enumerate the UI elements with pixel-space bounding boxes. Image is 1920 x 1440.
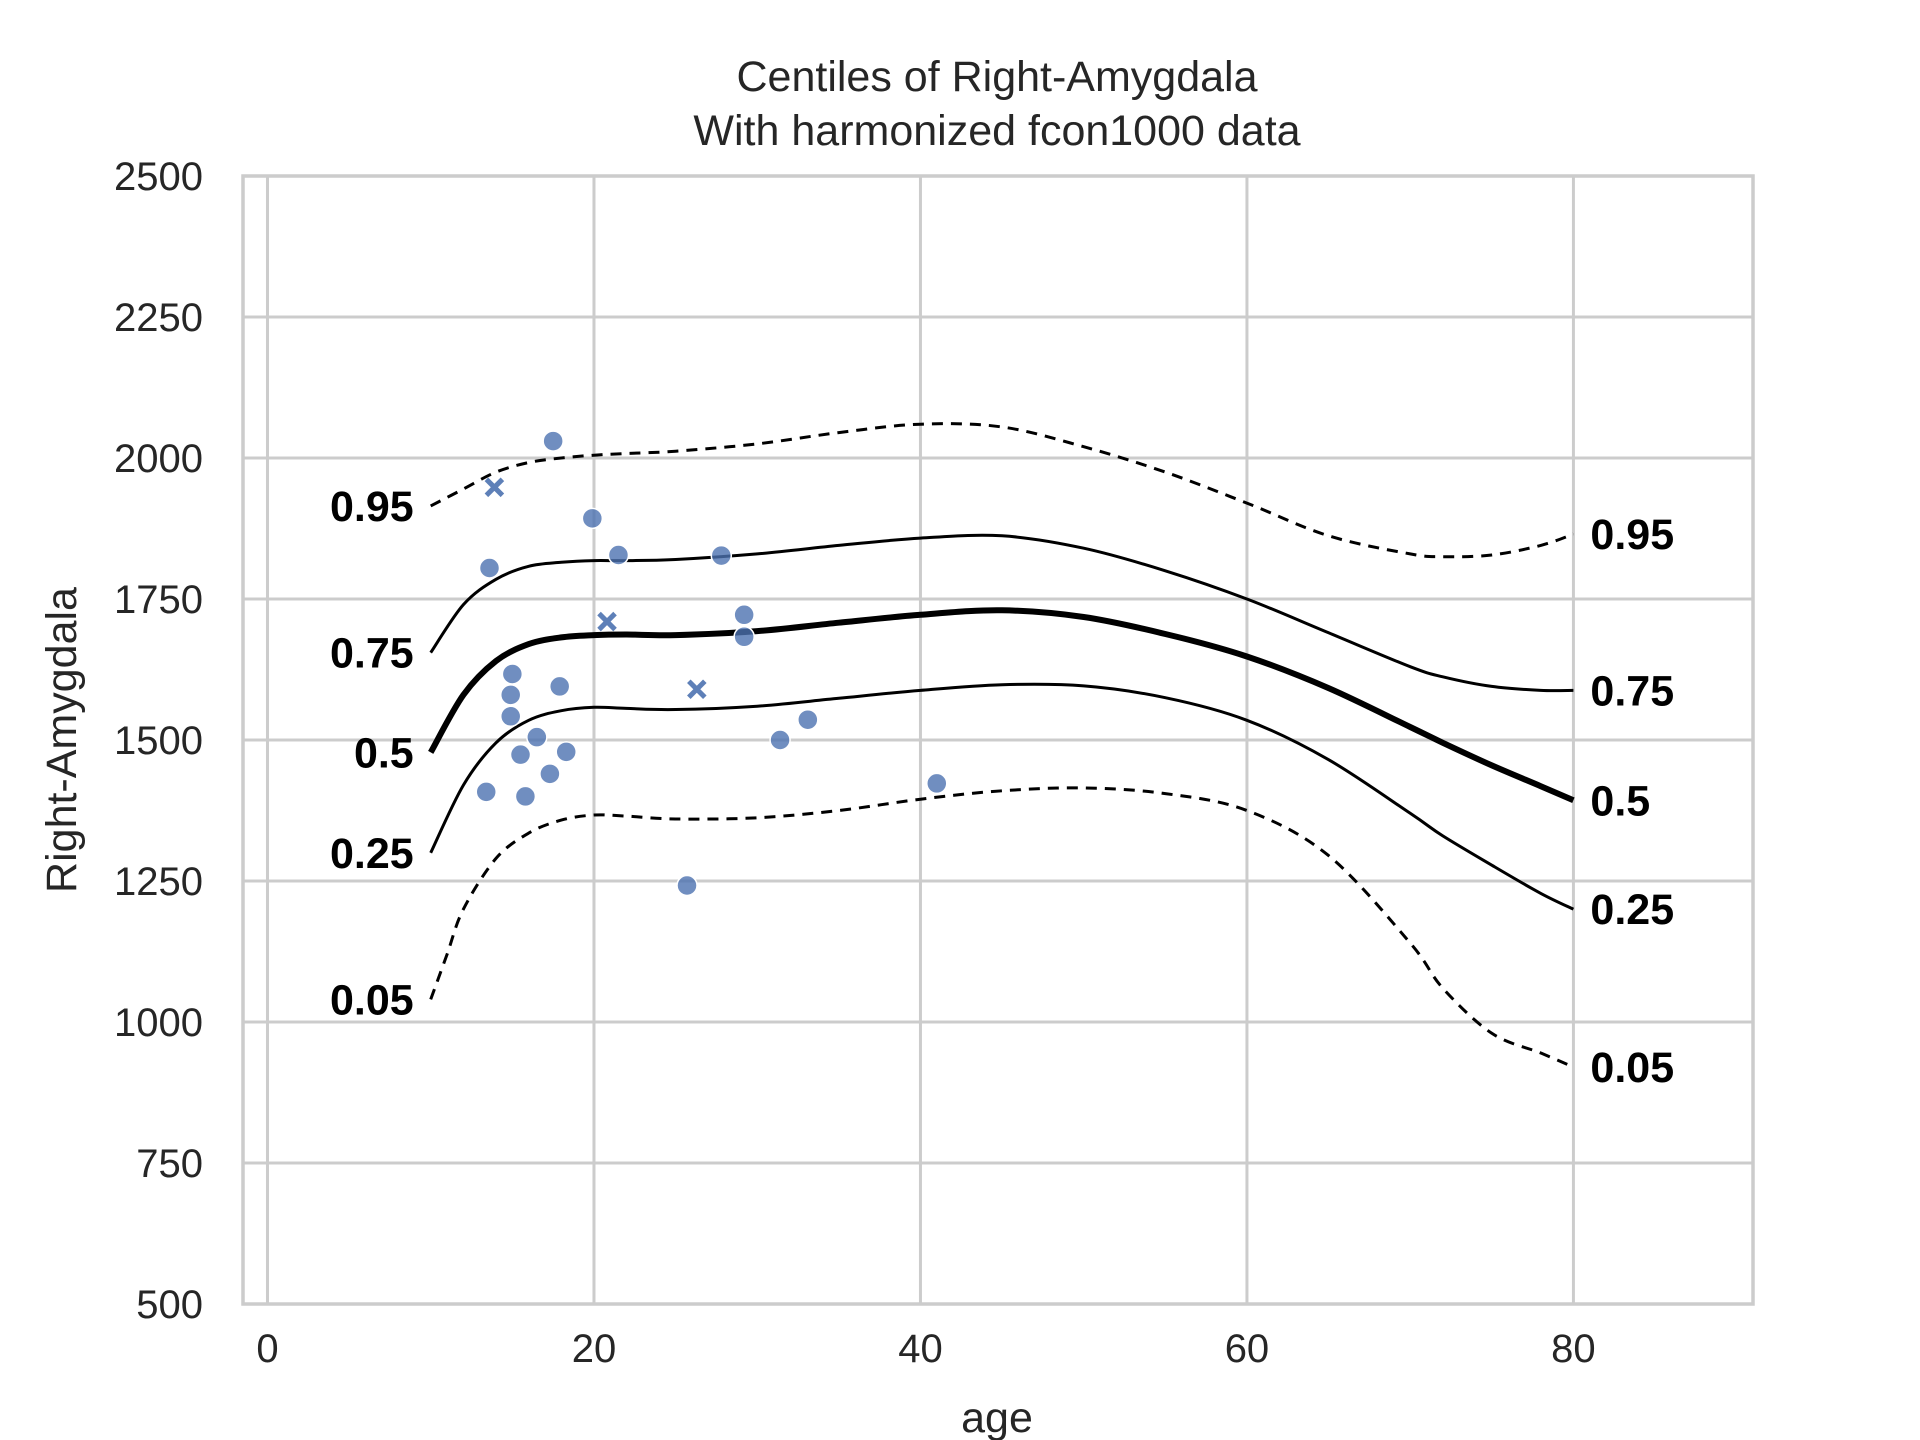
- centile-label-right: 0.25: [1590, 886, 1674, 934]
- centile-line-0-25: [429, 682, 1575, 911]
- y-tick-label: 1250: [114, 860, 203, 904]
- data-point-cross: [597, 611, 617, 632]
- y-tick-label: 750: [136, 1142, 203, 1186]
- centile-label-right: 0.75: [1590, 667, 1674, 715]
- data-point: [499, 684, 522, 706]
- data-point: [499, 705, 522, 728]
- chart-subtitle: With harmonized fcon1000 data: [693, 107, 1300, 155]
- y-tick-label: 2500: [114, 155, 203, 199]
- data-point: [769, 729, 791, 751]
- data-point: [797, 708, 819, 731]
- chart-title: Centiles of Right-Amygdala: [736, 53, 1257, 101]
- y-tick-label: 1750: [114, 578, 203, 622]
- centile-label-left: 0.05: [330, 976, 414, 1024]
- centile-label-right: 0.95: [1590, 511, 1674, 559]
- x-tick-label: 40: [898, 1327, 943, 1371]
- grid: [243, 174, 1753, 1306]
- centile-label-left: 0.5: [354, 729, 414, 777]
- data-point-cross: [484, 477, 505, 498]
- data-point: [478, 557, 501, 579]
- x-tick-label: 80: [1551, 1327, 1596, 1371]
- y-tick-label: 2000: [114, 437, 203, 481]
- centile-label-right: 0.05: [1590, 1044, 1674, 1092]
- data-point: [542, 430, 564, 452]
- data-points: [475, 430, 948, 897]
- data-point: [539, 763, 561, 785]
- centile-label-right: 0.5: [1590, 777, 1650, 825]
- centile-line-0-75: [429, 533, 1574, 693]
- centile-label-left: 0.75: [330, 630, 414, 678]
- data-point: [475, 781, 497, 803]
- data-point: [501, 663, 524, 685]
- x-tick-label: 0: [256, 1327, 278, 1371]
- x-axis-title: age: [961, 1394, 1033, 1440]
- centile-labels: 0.95 0.95 0.75 0.75 0.5 0.5 0.25 0.25 0.05 0.05: [330, 483, 1674, 1092]
- data-point: [555, 741, 577, 763]
- y-tick-label: 500: [136, 1283, 203, 1327]
- centile-lines: [428, 422, 1575, 1069]
- x-tick-label: 20: [572, 1327, 617, 1371]
- x-tick-label: 60: [1225, 1327, 1270, 1371]
- centile-line-0-95: [430, 422, 1574, 559]
- centile-label-left: 0.25: [330, 830, 414, 878]
- centile-line-0-05: [429, 786, 1574, 1069]
- centile-label-left: 0.95: [330, 483, 414, 531]
- data-point: [710, 544, 733, 567]
- data-point: [676, 874, 698, 897]
- data-point: [926, 772, 948, 795]
- y-tick-label: 1000: [114, 1001, 203, 1045]
- data-point: [514, 785, 537, 808]
- data-point: [733, 604, 755, 626]
- data-point: [733, 626, 755, 648]
- data-point: [607, 544, 630, 566]
- data-point-cross: [687, 679, 707, 700]
- plot-frame: [241, 174, 1755, 1306]
- data-point: [581, 507, 604, 530]
- centile-line-0-5: [428, 607, 1575, 804]
- y-tick-label: 1500: [114, 719, 203, 763]
- data-point: [526, 726, 548, 748]
- y-axis-title: Right-Amygdala: [38, 587, 86, 893]
- tick-labels: 0 20 40 60 80 500 750 1000 1250 1500 1750 2000 2250 2…: [114, 155, 1596, 1371]
- y-tick-label: 2250: [114, 296, 203, 340]
- data-point: [509, 743, 532, 766]
- data-point: [548, 675, 571, 698]
